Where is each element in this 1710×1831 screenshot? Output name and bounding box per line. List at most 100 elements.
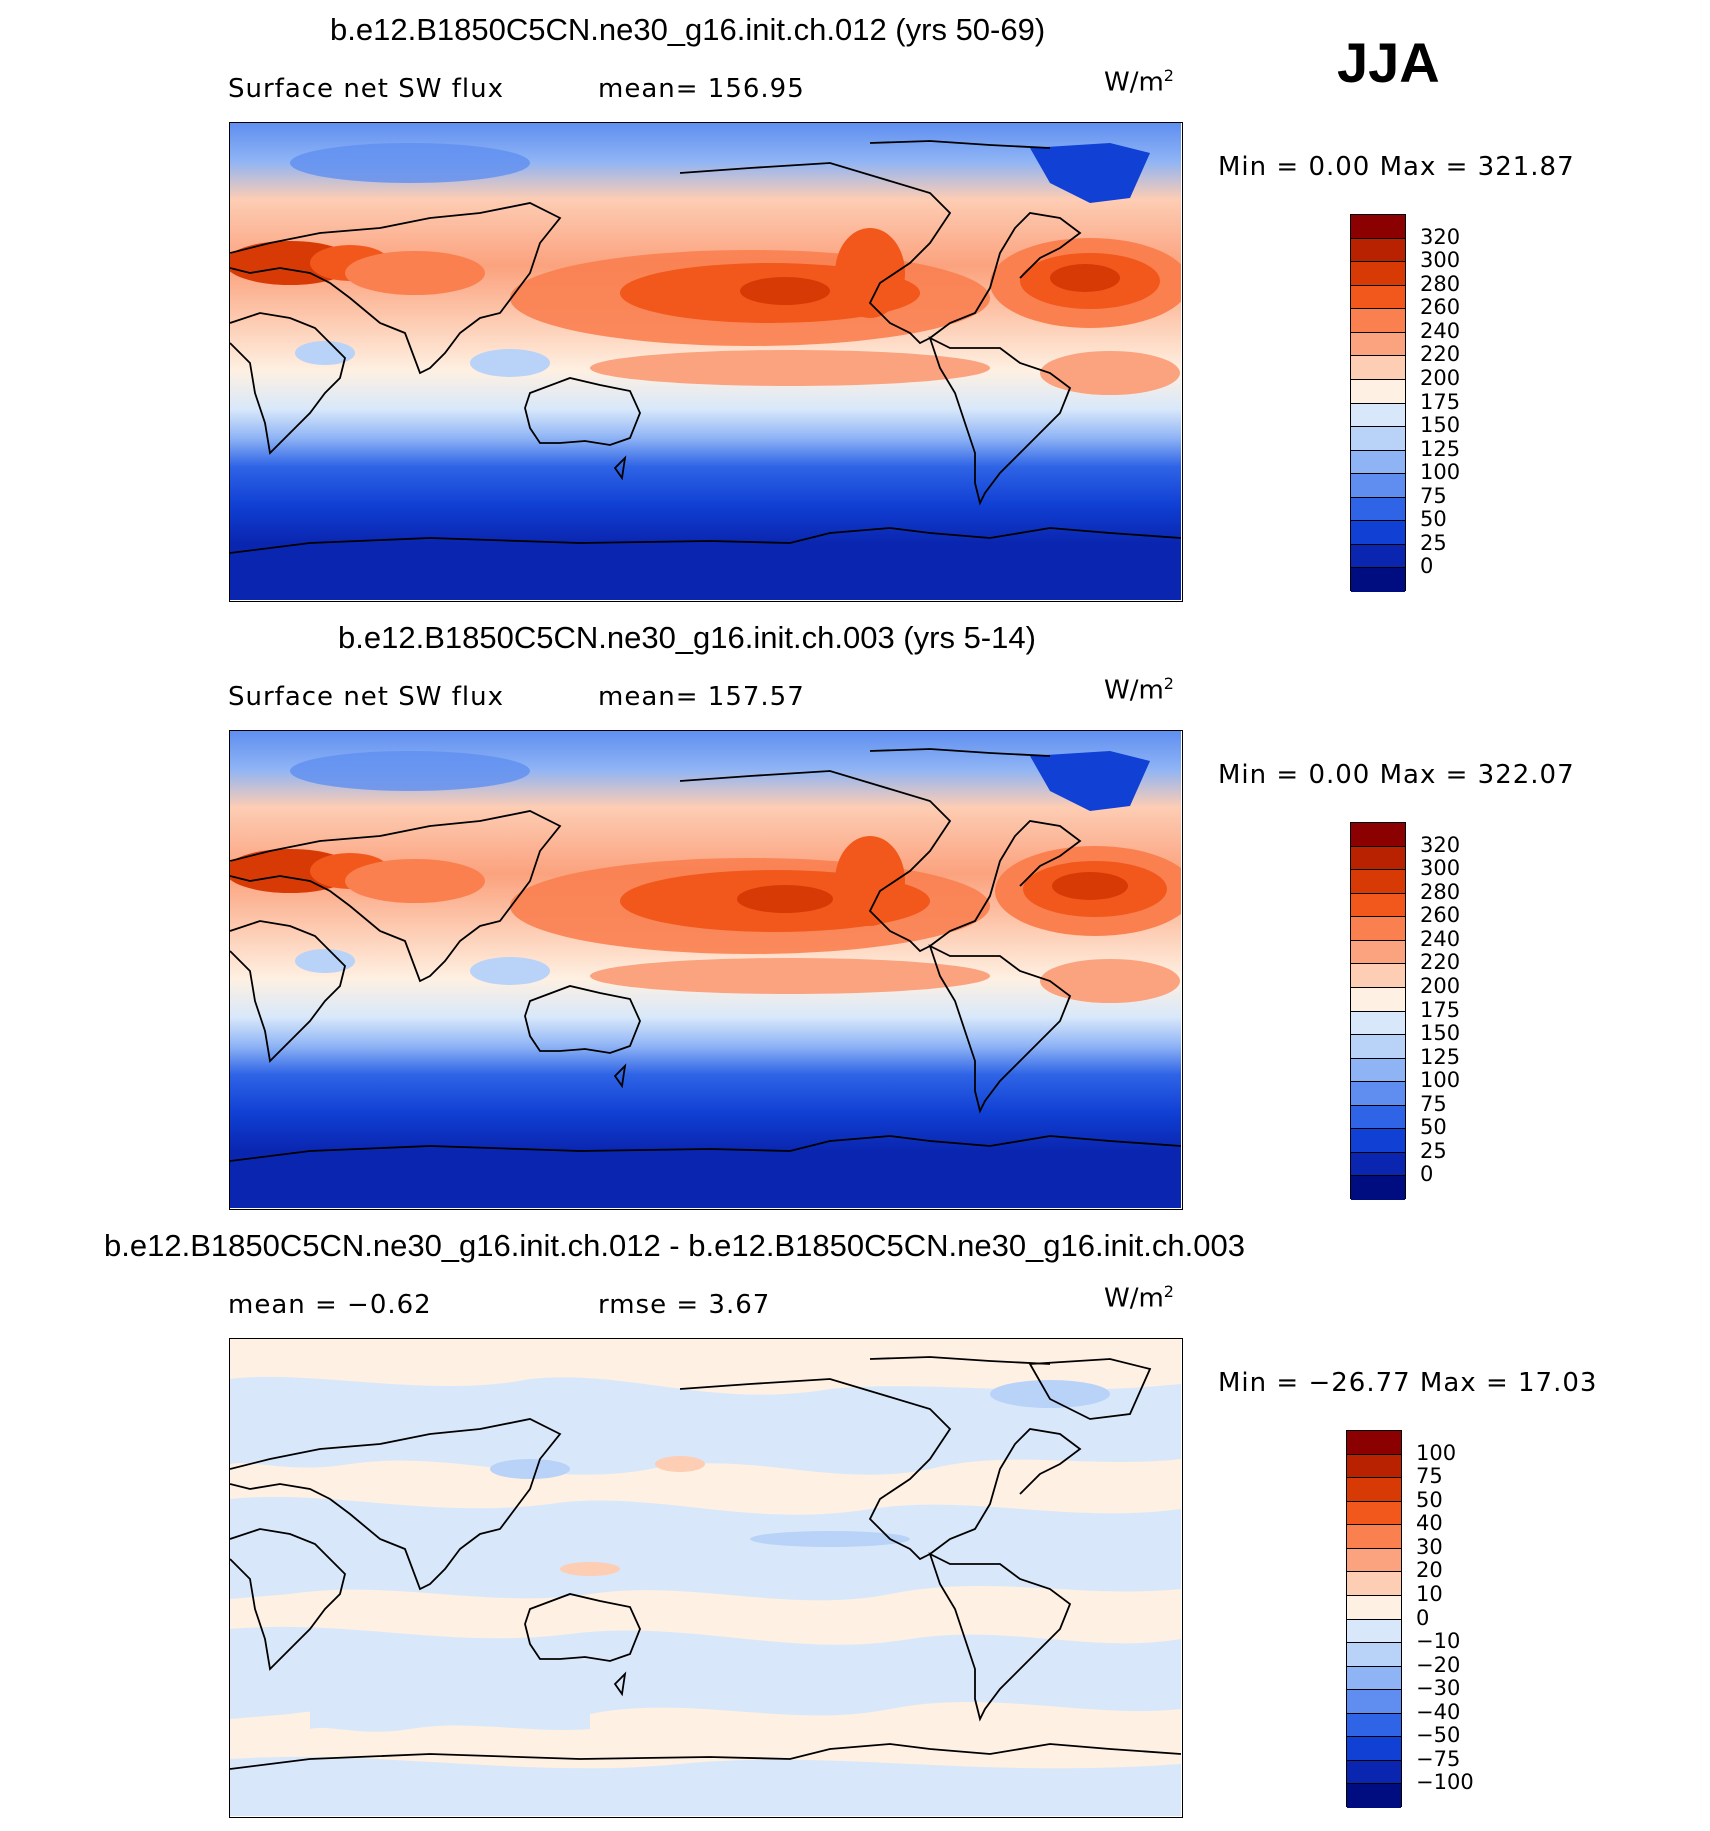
panel3-colorbar-swatch (1347, 1713, 1401, 1738)
panel1-colorbar-swatch (1351, 238, 1405, 263)
panel1-colorbar-tick-label: 50 (1420, 507, 1447, 532)
panel3-colorbar-tick-label: 0 (1416, 1605, 1430, 1630)
panel1-colorbar-tick-label: 300 (1420, 248, 1461, 273)
panel2-map (229, 730, 1183, 1210)
panel2-units: W/m2 (1104, 674, 1174, 706)
panel3-colorbar-swatch (1347, 1431, 1401, 1455)
panel3-colorbar-tick-label: 30 (1416, 1534, 1443, 1559)
panel3-colorbar-tick-label: 40 (1416, 1511, 1443, 1536)
panel1-units: W/m2 (1104, 66, 1174, 98)
panel2-colorbar-swatch (1351, 846, 1405, 871)
panel3-colorbar-swatch (1347, 1478, 1401, 1502)
panel1-colorbar-swatch (1351, 403, 1405, 428)
panel3-units: W/m2 (1104, 1282, 1174, 1314)
panel2-colorbar-swatch (1351, 1129, 1405, 1153)
panel1-colorbar-swatch (1351, 379, 1405, 404)
panel2-colorbar-swatch (1351, 870, 1405, 894)
panel1-colorbar-swatch (1351, 427, 1405, 451)
panel3-colorbar-swatch (1347, 1619, 1401, 1644)
panel1-mean-label: mean= 156.95 (598, 74, 805, 104)
panel1-minmax: Min = 0.00 Max = 321.87 (1218, 152, 1575, 182)
panel2-colorbar-ticks: 320 300 280 260 240 220 200 175 150 125 100 75 50 25 0 (1420, 822, 1500, 1199)
panel2-colorbar-swatch (1351, 893, 1405, 918)
panel2-colorbar-tick-label: 200 (1420, 973, 1461, 998)
panel3-colorbar-tick-label: 50 (1416, 1487, 1443, 1512)
panel2-variable-label: Surface net SW flux (228, 682, 504, 712)
panel2-colorbar-swatch (1351, 1105, 1405, 1130)
panel1-colorbar-tick-label: 260 (1420, 295, 1461, 320)
panel2-colorbar-swatch (1351, 1035, 1405, 1059)
panel2-colorbar-tick-label: 125 (1420, 1044, 1461, 1069)
panel3-mean-label: mean = −0.62 (228, 1290, 432, 1320)
panel2-colorbar-swatch (1351, 987, 1405, 1012)
season-label: JJA (1337, 31, 1440, 94)
panel2-colorbar-tick-label: 75 (1420, 1091, 1447, 1116)
panel1-colorbar-tick-label: 175 (1420, 389, 1461, 414)
panel2-colorbar-swatch (1351, 964, 1405, 988)
panel2-colorbar-tick-label: 220 (1420, 950, 1461, 975)
panel1-variable-label: Surface net SW flux (228, 74, 504, 104)
panel3-colorbar-swatch (1347, 1643, 1401, 1667)
panel1-colorbar-tick-label: 0 (1420, 554, 1434, 579)
panel2-colorbar-swatch (1351, 940, 1405, 965)
panel2-colorbar-tick-label: 150 (1420, 1021, 1461, 1046)
panel2-colorbar-tick-label: 320 (1420, 832, 1461, 857)
panel2-title: b.e12.B1850C5CN.ne30_g16.init.ch.003 (yr… (338, 620, 1036, 655)
panel1-title: b.e12.B1850C5CN.ne30_g16.init.ch.012 (yr… (330, 12, 1046, 47)
panel2-colorbar-swatch (1351, 1152, 1405, 1177)
panel3-colorbar (1346, 1430, 1402, 1808)
panel3-title: b.e12.B1850C5CN.ne30_g16.init.ch.012 - b… (104, 1228, 1245, 1263)
panel2-colorbar (1350, 822, 1406, 1200)
panel1-colorbar-tick-label: 100 (1420, 460, 1461, 485)
panel2-colorbar-tick-label: 100 (1420, 1068, 1461, 1093)
panel3-colorbar-tick-label: −50 (1416, 1723, 1461, 1748)
panel2-mean-label: mean= 157.57 (598, 682, 805, 712)
panel3-colorbar-tick-label: −40 (1416, 1699, 1461, 1724)
panel1-colorbar-tick-label: 25 (1420, 530, 1447, 555)
panel2-colorbar-swatch (1351, 1176, 1405, 1200)
panel2-colorbar-tick-label: 280 (1420, 879, 1461, 904)
panel3-colorbar-tick-label: 75 (1416, 1464, 1443, 1489)
panel3-colorbar-tick-label: −75 (1416, 1746, 1461, 1771)
panel2-colorbar-tick-label: 300 (1420, 856, 1461, 881)
panel3-colorbar-swatch (1347, 1501, 1401, 1526)
panel3-colorbar-swatch (1347, 1454, 1401, 1479)
panel1-colorbar-tick-label: 240 (1420, 318, 1461, 343)
panel3-colorbar-swatch (1347, 1595, 1401, 1620)
panel1-colorbar-swatch (1351, 309, 1405, 333)
panel3-colorbar-swatch (1347, 1690, 1401, 1714)
panel1-colorbar-tick-label: 280 (1420, 271, 1461, 296)
panel3-colorbar-tick-label: −30 (1416, 1676, 1461, 1701)
panel3-colorbar-swatch (1347, 1760, 1401, 1785)
panel1-colorbar-swatch (1351, 356, 1405, 380)
panel1-map (229, 122, 1183, 602)
panel3-colorbar-ticks: 100 75 50 40 30 20 10 0 −10 −20 −30 −40 −50 −75 −100 (1416, 1430, 1506, 1807)
panel2-colorbar-tick-label: 0 (1420, 1162, 1434, 1187)
panel1-colorbar-ticks: 320 300 280 260 240 220 200 175 150 125 100 75 50 25 0 (1420, 214, 1500, 591)
panel1-colorbar-tick-label: 200 (1420, 365, 1461, 390)
panel1-colorbar-swatch (1351, 568, 1405, 592)
panel3-colorbar-swatch (1347, 1548, 1401, 1573)
panel2-colorbar-swatch (1351, 917, 1405, 941)
panel1-colorbar-swatch (1351, 332, 1405, 357)
panel2-colorbar-tick-label: 25 (1420, 1138, 1447, 1163)
panel1-colorbar (1350, 214, 1406, 592)
panel3-colorbar-tick-label: 100 (1416, 1440, 1457, 1465)
panel1-colorbar-swatch (1351, 215, 1405, 239)
panel3-colorbar-swatch (1347, 1666, 1401, 1691)
panel3-colorbar-tick-label: 10 (1416, 1581, 1443, 1606)
panel2-colorbar-tick-label: 50 (1420, 1115, 1447, 1140)
panel1-colorbar-swatch (1351, 474, 1405, 498)
panel3-colorbar-swatch (1347, 1525, 1401, 1549)
panel1-colorbar-tick-label: 150 (1420, 413, 1461, 438)
panel2-colorbar-tick-label: 175 (1420, 997, 1461, 1022)
panel3-colorbar-tick-label: −100 (1416, 1770, 1474, 1795)
panel3-colorbar-tick-label: 20 (1416, 1558, 1443, 1583)
panel3-colorbar-swatch (1347, 1737, 1401, 1761)
panel1-colorbar-tick-label: 220 (1420, 342, 1461, 367)
panel2-colorbar-swatch (1351, 823, 1405, 847)
panel2-minmax: Min = 0.00 Max = 322.07 (1218, 760, 1575, 790)
panel2-colorbar-swatch (1351, 1058, 1405, 1083)
panel1-colorbar-tick-label: 75 (1420, 483, 1447, 508)
panel3-colorbar-tick-label: −10 (1416, 1629, 1461, 1654)
